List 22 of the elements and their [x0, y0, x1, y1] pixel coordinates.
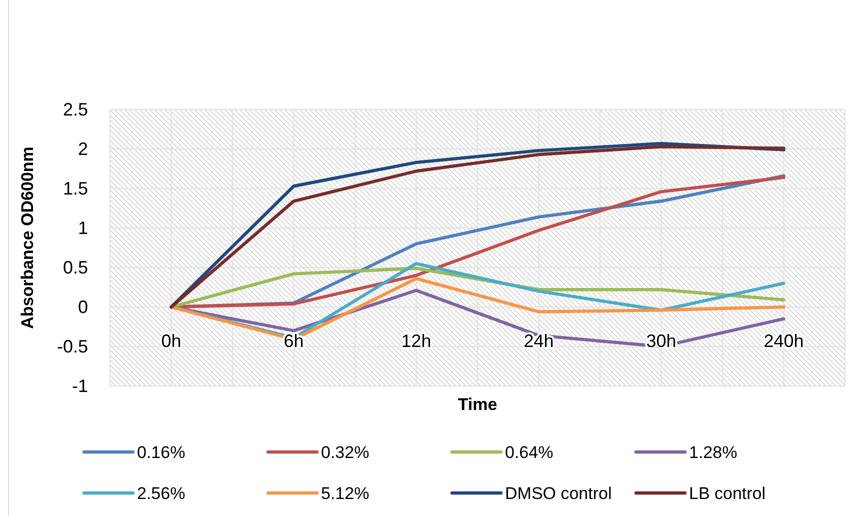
x-tick-label: 12h: [401, 330, 432, 351]
legend-label: 1.28%: [689, 443, 738, 462]
legend-label: 0.16%: [137, 443, 186, 462]
x-tick-label: 240h: [764, 330, 804, 351]
y-tick-label: 1: [78, 218, 88, 238]
y-tick-label: 2: [78, 138, 88, 159]
legend-label: DMSO control: [505, 484, 612, 503]
y-tick-label: -0.5: [56, 336, 88, 356]
legend-label: 2.56%: [137, 484, 186, 503]
y-axis-title: Absorbance OD600nm: [18, 146, 37, 329]
legend-label: LB control: [689, 484, 766, 503]
y-tick-label: 1.5: [62, 178, 88, 198]
legend-label: 0.64%: [505, 443, 554, 462]
legend-label: 5.12%: [321, 484, 370, 503]
x-tick-label: 0h: [161, 330, 182, 351]
x-axis-title: Time: [458, 395, 498, 414]
legend-label: 0.32%: [321, 443, 370, 462]
y-tick-label: -1: [72, 376, 88, 396]
y-tick-label: 2.5: [62, 99, 88, 120]
y-tick-label: 0.5: [62, 257, 88, 278]
y-tick-label: 0: [78, 296, 88, 317]
x-tick-label: 24h: [524, 330, 554, 351]
